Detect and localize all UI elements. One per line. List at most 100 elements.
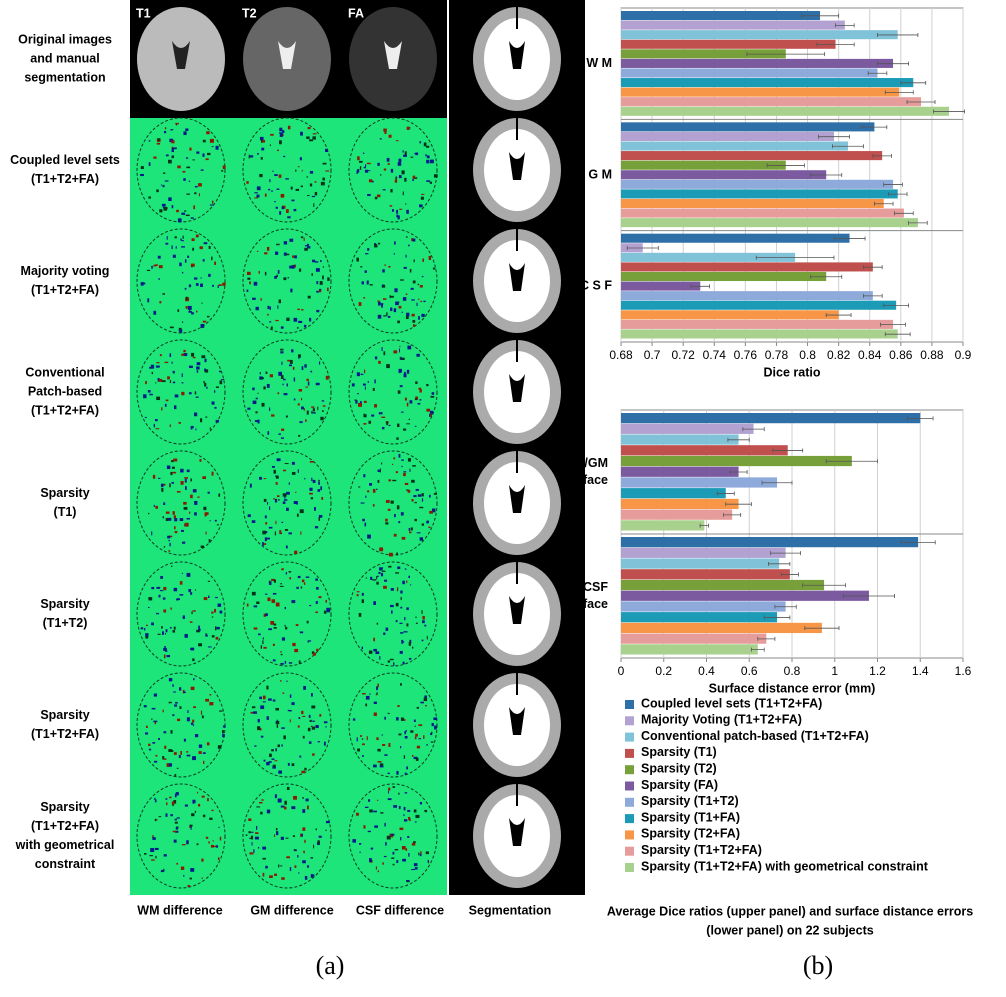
difference-speck (190, 825, 192, 830)
difference-speck (404, 482, 409, 485)
difference-outline (348, 228, 438, 334)
difference-speck (186, 840, 189, 845)
difference-speck (146, 624, 148, 627)
difference-speck (364, 369, 366, 374)
difference-speck (400, 512, 404, 516)
difference-speck (397, 390, 401, 394)
difference-speck (387, 772, 390, 775)
difference-speck (185, 128, 189, 131)
difference-speck (406, 369, 410, 374)
difference-speck (403, 631, 408, 633)
legend-swatch (625, 814, 634, 824)
difference-speck (352, 718, 356, 721)
bar (621, 537, 919, 548)
difference-speck (395, 471, 398, 474)
difference-speck (274, 201, 276, 203)
difference-speck (273, 627, 277, 629)
bar (621, 455, 852, 467)
difference-speck (280, 836, 284, 840)
bar (621, 466, 739, 477)
difference-speck (308, 741, 312, 744)
difference-speck (381, 426, 385, 430)
x-tick-label: 0.86 (889, 348, 913, 362)
difference-speck (291, 763, 295, 767)
difference-speck (176, 490, 181, 493)
difference-speck (374, 825, 379, 828)
difference-speck (282, 493, 287, 497)
difference-speck (395, 140, 399, 142)
difference-speck (386, 157, 390, 162)
difference-speck (189, 825, 192, 828)
difference-speck (203, 242, 208, 245)
error-bar (816, 42, 855, 47)
difference-speck (285, 178, 289, 180)
ventricle (278, 41, 296, 69)
difference-speck (185, 306, 188, 309)
bar (621, 488, 726, 499)
difference-speck (171, 245, 173, 249)
difference-speck (432, 508, 436, 513)
difference-speck (426, 744, 428, 746)
difference-speck (198, 744, 203, 748)
difference-speck (315, 382, 320, 386)
difference-speck (173, 147, 177, 150)
difference-speck (274, 275, 277, 279)
difference-speck (278, 174, 282, 178)
difference-speck (311, 406, 315, 408)
bar (621, 271, 827, 282)
legend-swatch (625, 765, 634, 775)
legend-label: Sparsity (T2) (641, 761, 717, 775)
difference-speck (299, 631, 304, 634)
difference-speck (317, 741, 321, 743)
difference-speck (358, 843, 362, 845)
difference-speck (369, 284, 373, 286)
difference-speck (140, 627, 144, 630)
difference-speck (145, 636, 149, 639)
difference-speck (411, 499, 414, 502)
difference-speck (299, 157, 302, 161)
difference-speck (311, 195, 316, 198)
difference-speck (359, 166, 362, 170)
difference-speck (365, 695, 370, 700)
difference-speck (153, 693, 158, 697)
difference-speck (202, 752, 206, 754)
error-bar (766, 163, 805, 168)
difference-speck (430, 395, 435, 398)
difference-speck (198, 751, 202, 754)
difference-speck (294, 865, 297, 868)
difference-speck (320, 181, 325, 186)
difference-speck (403, 154, 408, 157)
difference-speck (278, 299, 281, 304)
difference-speck (418, 316, 420, 320)
difference-speck (161, 626, 163, 629)
difference-speck (172, 511, 175, 515)
difference-speck (420, 300, 423, 303)
difference-speck (195, 589, 197, 591)
difference-speck (275, 482, 278, 485)
difference-speck (190, 478, 193, 482)
difference-speck (386, 421, 389, 426)
difference-speck (171, 361, 173, 364)
difference-speck (252, 400, 257, 405)
difference-speck (204, 382, 207, 387)
difference-speck (404, 792, 408, 794)
difference-speck (255, 306, 259, 311)
difference-speck (269, 306, 271, 310)
difference-speck (314, 261, 319, 263)
difference-speck (246, 181, 249, 184)
difference-speck (405, 203, 407, 205)
difference-speck (276, 274, 278, 278)
difference-speck (165, 511, 170, 514)
difference-speck (156, 586, 161, 589)
difference-speck (395, 301, 399, 306)
difference-speck (218, 284, 222, 286)
difference-speck (410, 527, 413, 531)
difference-speck (174, 236, 177, 239)
difference-speck (426, 159, 430, 164)
x-tick-label: 0.82 (827, 348, 851, 362)
difference-speck (173, 515, 176, 519)
difference-speck (428, 494, 431, 498)
legend-swatch (625, 830, 634, 840)
difference-speck (258, 633, 261, 636)
difference-speck (194, 512, 197, 516)
